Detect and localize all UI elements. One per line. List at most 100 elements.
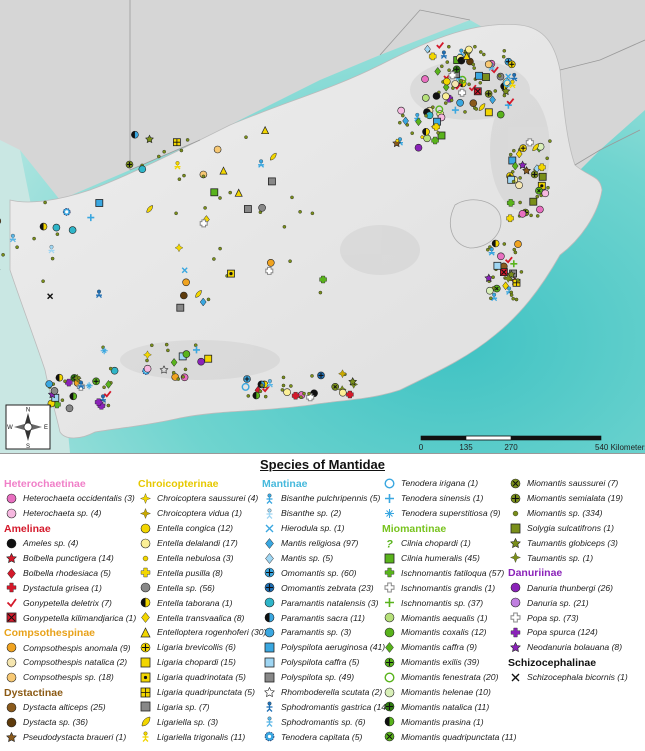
specimen-marker xyxy=(39,222,48,231)
legend-item: Sphodromantis gastrica (147) xyxy=(262,699,394,714)
legend-item-label: Miomantis exilis (39) xyxy=(401,657,480,668)
map-canvas[interactable]: N E S W 0 135 270 540 Kilometers xyxy=(0,0,645,453)
specimen-marker xyxy=(338,369,347,379)
legend-title: Species of Mantidae xyxy=(260,457,385,472)
specimen-marker xyxy=(503,274,513,283)
specimen-marker xyxy=(60,398,65,402)
specimen-marker xyxy=(193,343,198,347)
legend-item-label: Entella nebulosa (3) xyxy=(157,553,234,563)
legend-item-label: Polyspilota aeruginosa (41) xyxy=(281,642,386,653)
legend-group-mantinae: Mantinae xyxy=(262,478,308,490)
legend-item-label: Entella congica (12) xyxy=(157,523,233,534)
legend-item-label: Bisanthe pulchripennis (5) xyxy=(281,493,381,504)
specimen-marker xyxy=(41,279,45,283)
legend-item: Ligaria brevicollis (6) xyxy=(138,640,266,655)
specimen-marker xyxy=(62,208,71,216)
legend-item-label: Miomantis coxalis (12) xyxy=(401,627,487,638)
ring-blue-icon xyxy=(382,477,396,489)
x-blue-icon xyxy=(262,522,276,534)
specimen-marker xyxy=(193,346,200,354)
specimen-marker xyxy=(502,93,507,98)
specimen-marker xyxy=(489,296,493,301)
legend-group-danuriinae: Danuriinae xyxy=(508,567,563,580)
legend-item-label: Ischnomantis sp. (37) xyxy=(401,597,484,608)
star-outline-icon xyxy=(262,686,276,698)
map-panel[interactable]: N E S W 0 135 270 540 Kilometers xyxy=(0,0,645,453)
legend-item-label: Chroicoptera vidua (1) xyxy=(157,508,243,519)
legend-item: Miomantis saussurei (7) xyxy=(508,476,628,491)
legend-item-label: Ligariella sp. (3) xyxy=(157,716,219,727)
specimen-marker xyxy=(32,236,36,241)
legend-item: Rhomboderella scutata (2) xyxy=(262,685,394,700)
specimen-marker xyxy=(473,87,482,96)
scale-label-0: 0 xyxy=(419,443,424,452)
legend-item: Dystacta sp. (36) xyxy=(4,715,136,730)
specimen-marker xyxy=(108,366,113,371)
legend-item: Ameles sp. (4) xyxy=(4,536,136,551)
circle-x-olive-icon xyxy=(508,477,522,489)
legend-item: Danuria thunbergi (26) xyxy=(508,580,628,595)
specimen-marker xyxy=(493,261,502,270)
specimen-marker xyxy=(395,138,400,143)
square-blue-icon xyxy=(262,641,276,653)
legend-item: Pseudodystacta braueri (1) xyxy=(4,730,136,745)
specimen-marker xyxy=(0,218,2,224)
specimen-marker xyxy=(402,116,409,126)
legend-item-label: Paramantis sp. (3) xyxy=(281,627,352,638)
specimen-marker xyxy=(491,275,495,279)
legend-item-label: Miomantis caffra (9) xyxy=(401,642,477,653)
legend-item: Tenodera irigana (1) xyxy=(382,476,516,491)
specimen-marker xyxy=(65,404,74,413)
legend-item-label: Danuria sp. (21) xyxy=(527,597,589,608)
specimen-marker xyxy=(299,395,303,399)
specimen-marker xyxy=(518,160,528,169)
legend-item: Bisanthe sp. (2) xyxy=(262,506,394,521)
legend-column-5: Miomantis saussurei (7) Miomantis semiala… xyxy=(508,476,628,685)
legend-item: Polyspilota aeruginosa (41) xyxy=(262,640,394,655)
legend-item: Miomantis prasina (1) xyxy=(382,714,516,729)
specimen-marker xyxy=(465,45,473,54)
legend-item: Ligariella sp. (3) xyxy=(138,714,266,729)
cross-green-icon xyxy=(382,567,396,579)
legend-item: Tenodera sinensis (1) xyxy=(382,491,516,506)
specimen-marker xyxy=(45,380,54,388)
specimen-marker xyxy=(503,79,512,88)
specimen-marker xyxy=(96,289,102,299)
legend-item-label: Rhomboderella scutata (2) xyxy=(281,687,383,698)
circle-plus-blue-dark-icon xyxy=(262,582,276,594)
star-red-icon xyxy=(4,552,18,564)
diamond-green-icon xyxy=(382,641,396,653)
legend-item: Miomantis caffra (9) xyxy=(382,640,516,655)
legend-item-label: Miomantis saussurei (7) xyxy=(527,478,619,489)
circle-orange-icon xyxy=(4,642,18,654)
legend-item: Bolbella rhodesiaca (5) xyxy=(4,566,136,581)
specimen-marker xyxy=(318,290,323,295)
specimen-marker xyxy=(448,71,457,80)
specimen-marker xyxy=(197,357,205,366)
legend-item-label: Solygia sulcatifrons (1) xyxy=(527,523,614,534)
specimen-marker xyxy=(529,213,533,218)
square-yellow-solid-icon xyxy=(138,701,152,713)
specimen-marker xyxy=(442,82,450,92)
legend-item-label: Omomantis zebrata (23) xyxy=(281,582,374,593)
legend-item: Ligaria quadripunctata (5) xyxy=(138,685,266,700)
legend-item-label: Miomantis semialata (19) xyxy=(527,493,623,504)
specimen-marker xyxy=(261,125,270,135)
legend-item: Entella nebulosa (3) xyxy=(138,551,266,566)
legend-item: ? Cilnia chopardi (1) xyxy=(382,536,516,551)
legend-item-label: Gonypetella kilimandjarica (1) xyxy=(23,612,137,623)
specimen-marker xyxy=(511,296,515,301)
square-x-red-icon xyxy=(4,612,18,624)
legend-item: Ligariella trigonalis (11) xyxy=(138,729,266,744)
specimen-marker xyxy=(266,258,275,267)
specimen-marker xyxy=(177,177,182,181)
specimen-marker xyxy=(525,138,534,147)
specimen-marker xyxy=(219,166,228,175)
specimen-marker xyxy=(508,156,517,165)
circle-purple-icon xyxy=(508,582,522,594)
specimen-marker xyxy=(258,204,266,212)
compass-north: N xyxy=(26,408,30,414)
legend-item: Miomantis fenestrata (20) xyxy=(382,670,516,685)
specimen-marker xyxy=(507,175,516,184)
specimen-marker xyxy=(511,179,516,184)
